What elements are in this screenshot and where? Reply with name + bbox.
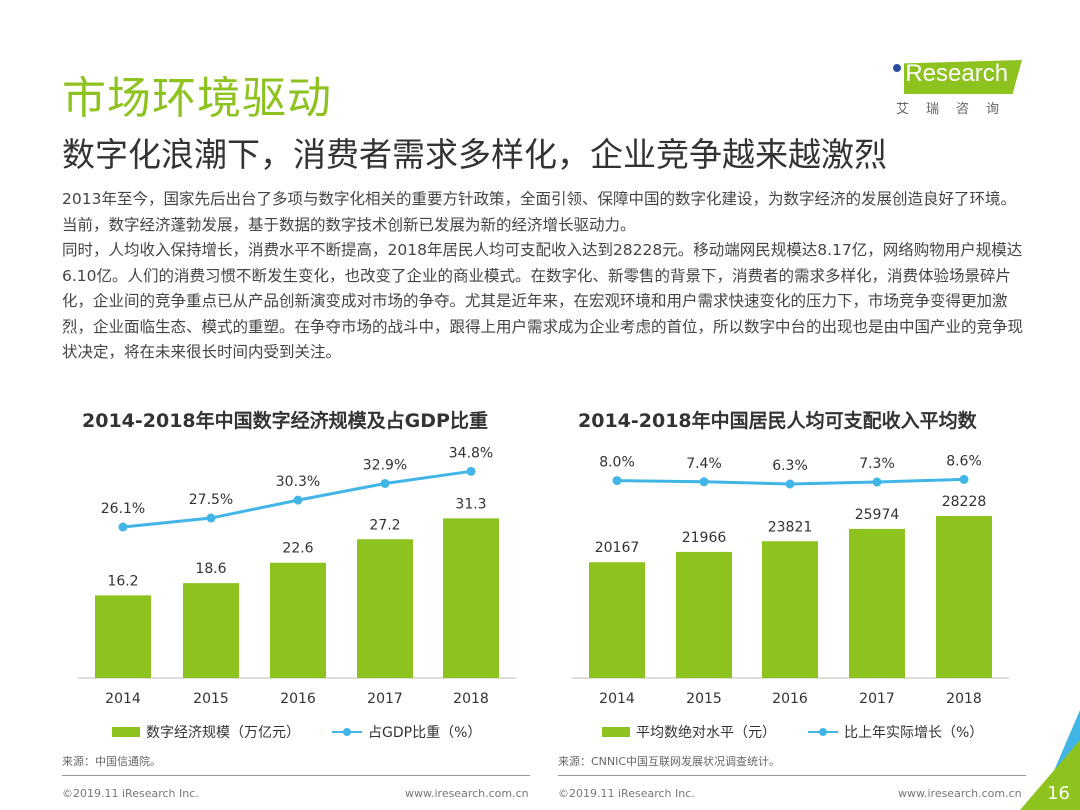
bar-label: 31.3 <box>455 496 486 512</box>
chart-digital-economy: 16.2 2014 18.6 2015 22.6 2016 27.2 2017 31.3 2018… <box>78 445 516 707</box>
bar <box>849 528 905 678</box>
bar <box>936 515 992 678</box>
legend-left: 数字经济规模（万亿元） 占GDP比重（%） <box>112 722 481 742</box>
url-left: www.iresearch.com.cn <box>405 787 529 800</box>
body-text: 2013年至今，国家先后出台了多项与数字化相关的重要方针政策，全面引领、保障中国… <box>62 187 1030 366</box>
legend-right: 平均数绝对水平（元） 比上年实际增长（%） <box>602 722 983 742</box>
paragraph-1: 2013年至今，国家先后出台了多项与数字化相关的重要方针政策，全面引领、保障中国… <box>62 190 1016 234</box>
x-tick-label: 2016 <box>772 691 808 707</box>
bar-label: 20167 <box>595 540 640 556</box>
legend-bar-swatch <box>112 727 140 737</box>
line-label: 8.6% <box>946 453 982 469</box>
copyright-right: ©2019.11 iResearch Inc. <box>558 787 695 800</box>
chart-title-right: 2014-2018年中国居民人均可支配收入平均数 <box>578 410 977 432</box>
line-label: 7.4% <box>686 456 722 472</box>
line-point <box>612 476 622 486</box>
line-label: 7.3% <box>859 456 895 472</box>
page-number: 16 <box>1047 783 1070 804</box>
x-tick-label: 2017 <box>859 691 895 707</box>
line-label: 8.0% <box>599 455 635 471</box>
x-tick-label: 2015 <box>193 691 229 707</box>
x-tick-label: 2016 <box>280 691 316 707</box>
bar-label: 27.2 <box>369 517 400 533</box>
bar-label: 16.2 <box>107 573 138 589</box>
bar-label: 25974 <box>855 507 900 523</box>
line-point <box>206 513 216 523</box>
x-tick-label: 2018 <box>453 691 489 707</box>
source-right: 来源：CNNIC中国互联网发展状况调查统计。 <box>558 755 781 768</box>
line-label: 27.5% <box>189 492 233 508</box>
x-tick-label: 2017 <box>367 691 403 707</box>
copyright-left: ©2019.11 iResearch Inc. <box>62 787 199 800</box>
paragraph-2: 同时，人均收入保持增长，消费水平不断提高，2018年居民人均可支配收入达到282… <box>62 241 1024 361</box>
iresearch-logo: iResearch 艾瑞咨询 <box>890 58 1030 117</box>
legend-line-label: 占GDP比重（%） <box>368 725 482 741</box>
legend-line-swatch <box>332 728 362 736</box>
page-subtitle: 数字化浪潮下，消费者需求多样化，企业竞争越来越激烈 <box>62 135 887 174</box>
bar <box>183 583 239 678</box>
line-point <box>785 479 795 489</box>
divider <box>558 775 1026 776</box>
x-tick-label: 2018 <box>946 691 982 707</box>
bar <box>589 562 645 678</box>
line-label: 32.9% <box>363 457 407 473</box>
bar-label: 18.6 <box>195 561 226 577</box>
line-point <box>699 477 709 487</box>
x-tick-label: 2015 <box>686 691 722 707</box>
bar <box>357 539 413 678</box>
line-point <box>959 474 969 484</box>
line-label: 30.3% <box>276 474 320 490</box>
bar-label: 28228 <box>942 494 987 510</box>
line-point <box>380 478 390 488</box>
legend-bar-swatch <box>602 727 630 737</box>
legend-line-swatch <box>808 728 838 736</box>
legend-bar-label: 数字经济规模（万亿元） <box>146 725 300 741</box>
bar <box>443 518 499 678</box>
url-right: www.iresearch.com.cn <box>898 787 1022 800</box>
line-label: 34.8% <box>449 445 493 461</box>
chart-title-left: 2014-2018年中国数字经济规模及占GDP比重 <box>82 410 488 432</box>
legend-bar-label: 平均数绝对水平（元） <box>636 725 776 741</box>
logo-text: iResearch <box>900 60 1009 87</box>
bar-label: 21966 <box>682 530 727 546</box>
line-point <box>118 522 128 532</box>
logo-cn: 艾瑞咨询 <box>896 102 1017 117</box>
chart-income: 20167 2014 21966 2015 23821 2016 25974 2017 2822… <box>572 453 1009 707</box>
bar-label: 22.6 <box>282 541 313 557</box>
bar <box>676 551 732 678</box>
legend-line-label: 比上年实际增长（%） <box>844 725 984 741</box>
x-tick-label: 2014 <box>105 691 141 707</box>
line-point <box>293 495 303 505</box>
bar <box>270 562 326 678</box>
line-point <box>466 466 476 476</box>
line-point <box>872 477 882 487</box>
line-label: 6.3% <box>772 458 808 474</box>
source-left: 来源：中国信通院。 <box>62 755 161 768</box>
x-tick-label: 2014 <box>599 691 635 707</box>
bar-label: 23821 <box>768 519 813 535</box>
line-label: 26.1% <box>101 501 145 517</box>
bar <box>762 541 818 678</box>
bar <box>95 595 151 678</box>
divider <box>62 775 530 776</box>
page-title: 市场环境驱动 <box>62 73 332 124</box>
